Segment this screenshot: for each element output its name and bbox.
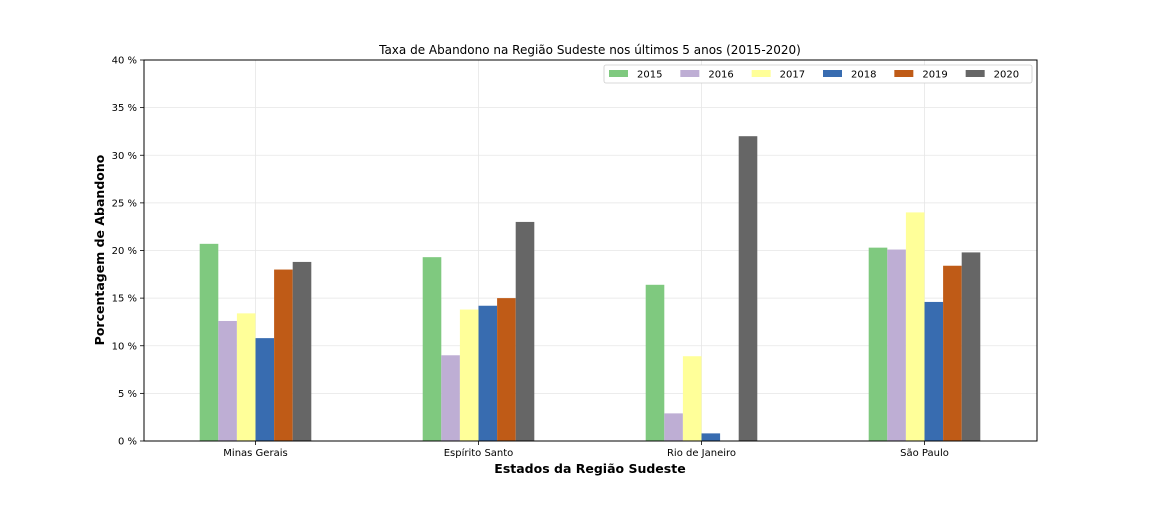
legend-swatch bbox=[823, 70, 842, 77]
x-axis: Minas Gerais Espírito Santo Rio de Janeiro… bbox=[223, 441, 949, 459]
bar-2020-3 bbox=[961, 252, 981, 441]
legend-label: 2018 bbox=[851, 70, 876, 81]
x-tick-label: Espírito Santo bbox=[444, 447, 514, 459]
legend-label: 2017 bbox=[780, 70, 805, 81]
bar-2019-0 bbox=[274, 269, 293, 441]
bar-2020-0 bbox=[292, 261, 312, 441]
legend-swatch bbox=[965, 70, 985, 77]
bar-2019-1 bbox=[497, 298, 516, 441]
y-tick-label: 15 % bbox=[112, 294, 137, 305]
y-tick-label: 20 % bbox=[112, 246, 137, 257]
legend-swatch bbox=[609, 70, 628, 77]
bar-2018-1 bbox=[478, 305, 498, 441]
bar-2016-2 bbox=[664, 413, 683, 441]
bar-2020-2 bbox=[738, 136, 758, 441]
y-tick-label: 5 % bbox=[118, 389, 137, 400]
legend-label: 2016 bbox=[708, 70, 733, 81]
y-tick-label: 35 % bbox=[112, 103, 137, 114]
bar-2018-0 bbox=[255, 338, 275, 441]
bar-2020-1 bbox=[515, 221, 535, 441]
legend-swatch bbox=[680, 70, 700, 77]
x-tick-label: Rio de Janeiro bbox=[667, 448, 736, 459]
bar-2018-3 bbox=[924, 301, 944, 441]
legend-swatch bbox=[751, 70, 771, 77]
y-tick-label: 30 % bbox=[112, 151, 137, 162]
y-tick-label: 0 % bbox=[118, 437, 137, 448]
bar-2015-0 bbox=[199, 243, 219, 441]
y-tick-label: 40 % bbox=[112, 56, 137, 67]
bar-2015-1 bbox=[422, 257, 442, 441]
legend-swatch bbox=[894, 70, 914, 77]
bar-2016-0 bbox=[218, 320, 237, 441]
bars bbox=[199, 136, 981, 441]
bar-2015-2 bbox=[645, 284, 665, 441]
y-axis: 0 % 5 % 10 % 15 % 20 % 25 % 30 % 35 % 40 % bbox=[112, 56, 144, 448]
bar-2018-2 bbox=[701, 433, 721, 441]
bar-2017-2 bbox=[682, 356, 702, 441]
bar-2015-3 bbox=[868, 247, 888, 441]
y-tick-label: 10 % bbox=[112, 341, 137, 352]
legend-box bbox=[603, 64, 1033, 84]
legend-label: 2019 bbox=[922, 70, 947, 81]
bar-2016-3 bbox=[887, 249, 906, 441]
bar-2017-3 bbox=[905, 212, 925, 441]
chart-title: Taxa de Abandono na Região Sudeste nos ú… bbox=[378, 43, 801, 57]
legend-label: 2015 bbox=[637, 70, 662, 81]
y-axis-label: Porcentagem de Abandono bbox=[92, 154, 107, 345]
legend: 2015 2016 2017 2018 2019 2020 bbox=[603, 64, 1033, 84]
y-tick-label: 25 % bbox=[112, 198, 137, 209]
x-tick-label: Minas Gerais bbox=[223, 448, 287, 459]
x-tick-label: São Paulo bbox=[900, 448, 949, 459]
bar-2019-3 bbox=[943, 265, 962, 441]
x-axis-label: Estados da Região Sudeste bbox=[494, 461, 685, 476]
bar-2017-0 bbox=[236, 313, 256, 441]
bar-2016-1 bbox=[441, 355, 460, 441]
bar-2017-1 bbox=[459, 309, 479, 441]
legend-label: 2020 bbox=[994, 70, 1019, 81]
